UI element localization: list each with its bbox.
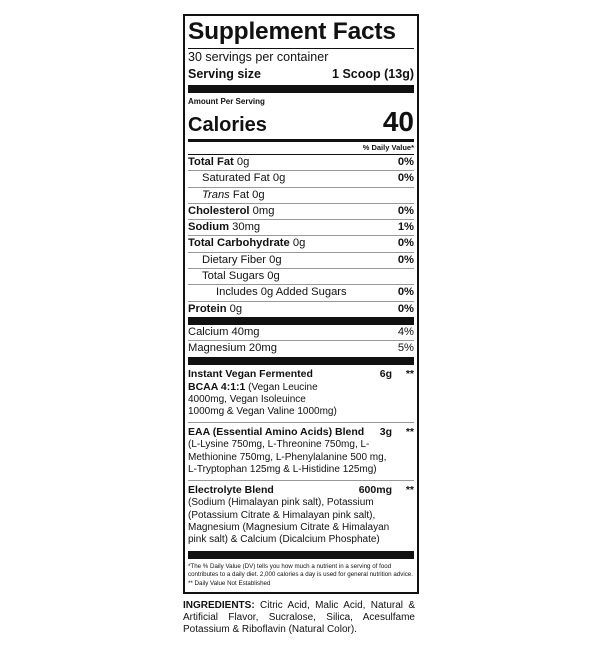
servings-per-container: 30 servings per container [188,49,414,66]
mineral-name: Calcium 40mg [188,325,260,338]
panel-title: Supplement Facts [188,18,396,45]
ingredients: INGREDIENTS: Citric Acid, Malic Acid, Na… [183,600,415,636]
calories-row: Calories 40 [188,107,414,137]
daily-value-header: % Daily Value* [362,143,414,152]
nutrient-name: Total Fat [188,156,234,168]
blend-amount: 3g [379,426,392,439]
nutrient-row: Trans Fat 0g [188,188,414,204]
footnotes: *The % Daily Value (DV) tells you how mu… [188,559,414,593]
calories-label: Calories [188,114,267,136]
nutrient-amount: 0mg [252,204,275,217]
nutrient-name: Dietary Fiber [202,253,267,266]
nutrient-amount: 0g [269,253,282,266]
nutrient-dv: 1% [397,221,414,234]
nutrient-dv: 0% [397,286,414,299]
nutrient-name: Sodium [188,221,230,234]
label-area: Supplement Facts 30 servings per contain… [183,14,419,646]
nutrient-amount: 30mg [232,221,261,234]
nutrient-row: Includes 0g Added Sugars 0% [188,285,414,302]
nutrient-amount: Fat 0g [232,188,265,201]
ingredients-label: INGREDIENTS: [183,600,255,612]
nutrient-name: Protein [188,302,227,315]
mineral-dv: 5% [397,342,414,355]
blend-row: Electrolyte Blend 600mg ** (Sodium (Himala… [188,481,414,550]
blend-name-2: BCAA 4:1:1 [188,380,246,393]
blend-detail: (Sodium (Himalayan pink salt), Potassium… [188,497,390,546]
footnote-daily-value: *The % Daily Value (DV) tells you how mu… [188,562,413,579]
blend-detail: (L-Lysine 750mg, L-Threonine 750mg, L-Me… [188,439,387,476]
nutrient-amount: 0g [292,237,306,250]
nutrient-dv: 0% [397,172,414,185]
nutrient-amount: 0g [236,156,250,168]
footnote-not-established: ** Daily Value Not Established [188,579,271,587]
supplement-facts-panel: Supplement Facts 30 servings per contain… [183,14,419,595]
nutrient-row: Total Sugars 0g [188,269,414,286]
nutrient-dv: 0% [397,237,414,250]
blend-amount: 6g [379,367,392,380]
blend-name: Electrolyte Blend [188,484,274,497]
blend-row: EAA (Essential Amino Acids) Blend 3g ** (L… [188,423,414,482]
nutrient-row: Saturated Fat 0g 0% [188,171,414,188]
amount-per-serving: Amount Per Serving [188,97,265,106]
nutrient-amount: 0g [229,302,243,315]
nutrient-name: Trans [202,188,230,201]
blend-name: EAA (Essential Amino Acids) Blend [188,426,365,439]
nutrient-dv: 0% [397,156,414,168]
nutrient-name: Total Sugars [202,270,265,283]
nutrient-row: Total Fat 0g 0% [188,155,414,172]
nutrient-row: Dietary Fiber 0g 0% [188,253,414,270]
blend-row: Instant Vegan Fermented 6g ** BCAA 4:1:1 (… [188,365,414,424]
serving-size-row: Serving size 1 Scoop (13g) [188,66,414,83]
nutrient-row: Total Carbohydrate 0g 0% [188,236,414,253]
serving-size-value: 1 Scoop (13g) [332,67,414,81]
serving-size-label: Serving size [188,67,261,81]
nutrient-dv: 0% [397,253,414,266]
calories-value: 40 [382,106,414,137]
nutrient-row: Cholesterol 0mg 0% [188,204,414,221]
mineral-dv: 4% [397,325,414,338]
blend-dv: ** [405,426,414,439]
mineral-row: Calcium 40mg 4% [188,325,414,342]
nutrient-amount: 0g [267,270,280,283]
blend-dv: ** [405,367,414,380]
nutrient-name: Saturated Fat [202,172,270,185]
nutrient-dv: 0% [397,204,414,217]
nutrient-row: Sodium 30mg 1% [188,220,414,237]
mineral-row: Magnesium 20mg 5% [188,341,414,356]
mineral-name: Magnesium 20mg [188,342,277,355]
nutrient-name: Cholesterol [188,204,250,217]
nutrient-name: Includes 0g Added Sugars [216,286,347,299]
servings-text: 30 servings per container [188,50,329,64]
nutrient-amount: 0g [272,172,286,185]
blend-amount: 600mg [358,484,392,497]
blend-dv: ** [405,484,414,497]
nutrient-name: Total Carbohydrate [188,237,290,250]
blend-detail: (Vegan Leucine 4000mg, Vegan Isoleuince … [188,381,337,418]
nutrient-dv: 0% [397,302,414,315]
nutrient-row: Protein 0g 0% [188,302,414,317]
blend-name: Instant Vegan Fermented [188,367,313,380]
